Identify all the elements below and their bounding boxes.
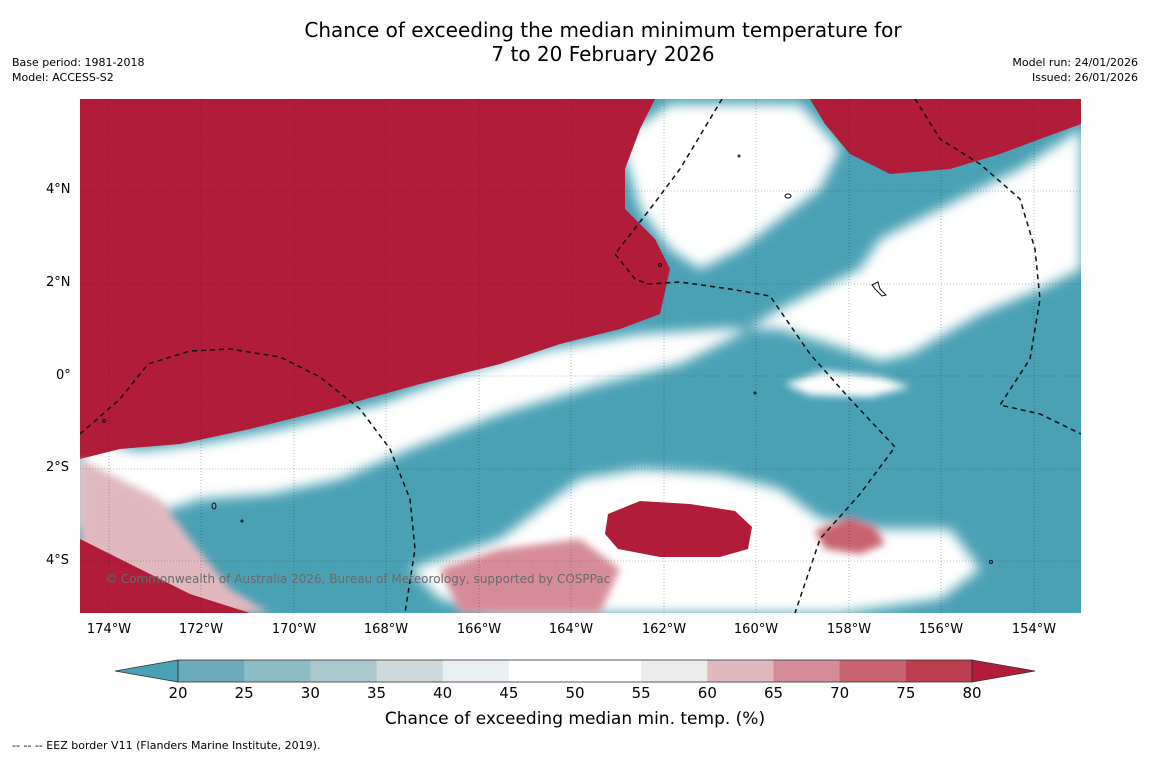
- colorbar-cell: [575, 660, 642, 682]
- graticule: [80, 99, 1081, 613]
- colorbar-extend-high: [972, 660, 1035, 682]
- lat-label-4n: 4°N: [46, 182, 71, 197]
- title-line-2: 7 to 20 February 2026: [491, 42, 715, 66]
- title-line-1: Chance of exceeding the median minimum t…: [304, 18, 902, 42]
- colorbar-tick-label: 20: [168, 684, 188, 702]
- forecast-map: [80, 99, 1081, 613]
- lat-label-2n: 2°N: [46, 275, 71, 290]
- colorbar-cell: [707, 660, 774, 682]
- lon-label-166w: 166°W: [456, 622, 502, 637]
- colorbar-cell: [905, 660, 973, 682]
- above-median-north: [80, 99, 670, 459]
- model-name: Model: ACCESS-S2: [12, 71, 114, 84]
- lon-label-164w: 164°W: [548, 622, 594, 637]
- eez-legend: -- -- -- EEZ border V11 (Flanders Marine…: [12, 739, 321, 752]
- lon-label-170w: 170°W: [271, 622, 317, 637]
- colorbar-tick-label: 75: [896, 684, 916, 702]
- southwest-red-strip: [80, 539, 250, 613]
- chart-title: Chance of exceeding the median minimum t…: [0, 18, 1150, 66]
- equatorial-white-patch: [785, 371, 910, 397]
- lon-label-168w: 168°W: [363, 622, 409, 637]
- neutral-band: [80, 129, 1081, 529]
- colorbar-cell: [376, 660, 444, 682]
- eez-borders: [80, 99, 1081, 613]
- colorbar-tick-label: 70: [830, 684, 850, 702]
- lat-label-eq: 0°: [56, 368, 71, 383]
- copyright-notice: © Commonwealth of Australia 2026, Bureau…: [105, 572, 611, 586]
- southern-pink-zone: [440, 539, 620, 613]
- lon-label-154w: 154°W: [1011, 622, 1057, 637]
- lon-label-174w: 174°W: [86, 622, 132, 637]
- neutral-band-tongue: [620, 104, 840, 269]
- colorbar-tick-label: 65: [763, 684, 784, 702]
- colorbar-tick-label: 45: [499, 684, 519, 702]
- lat-label-4s: 4°S: [46, 553, 70, 568]
- southeast-pink-blob: [815, 517, 885, 554]
- above-median-northeast: [810, 99, 1081, 174]
- colorbar-tick-label: 30: [300, 684, 320, 702]
- lon-label-158w: 158°W: [826, 622, 872, 637]
- meta-right: Model run: 24/01/2026 Issued: 26/01/2026: [1012, 55, 1138, 85]
- colorbar-label: Chance of exceeding median min. temp. (%…: [384, 709, 766, 729]
- colorbar-tick-label: 25: [234, 684, 254, 702]
- colorbar-cell: [178, 660, 245, 682]
- colorbar-extend-low: [115, 660, 178, 682]
- lon-label-162w: 162°W: [641, 622, 687, 637]
- colorbar-tick-label: 60: [697, 684, 717, 702]
- lon-label-160w: 160°W: [733, 622, 779, 637]
- colorbar-tick-label: 35: [366, 684, 387, 702]
- colorbar-tick-label: 55: [631, 684, 651, 702]
- lat-label-2s: 2°S: [46, 460, 70, 475]
- colorbar-cell: [773, 660, 841, 682]
- colorbar-cell: [244, 660, 311, 682]
- colorbar-tick-label: 80: [962, 684, 982, 702]
- colorbar-tick-label: 50: [565, 684, 585, 702]
- lon-label-156w: 156°W: [918, 622, 964, 637]
- southern-red-blob: [605, 501, 752, 557]
- colorbar-cell: [508, 660, 576, 682]
- colorbar-tick-label: 40: [433, 684, 453, 702]
- meta-left: Base period: 1981-2018 Model: ACCESS-S2: [12, 55, 144, 85]
- colorbar-cell: [442, 660, 510, 682]
- colorbar-cell: [839, 660, 907, 682]
- colorbar-cell: [641, 660, 708, 682]
- colorbar-cell: [310, 660, 377, 682]
- lon-label-172w: 172°W: [178, 622, 224, 637]
- colorbar: [115, 659, 1036, 683]
- issued-date: Issued: 26/01/2026: [1031, 71, 1138, 84]
- base-period: Base period: 1981-2018: [12, 56, 145, 69]
- model-run: Model run: 24/01/2026: [1012, 56, 1138, 69]
- islands: [102, 154, 993, 564]
